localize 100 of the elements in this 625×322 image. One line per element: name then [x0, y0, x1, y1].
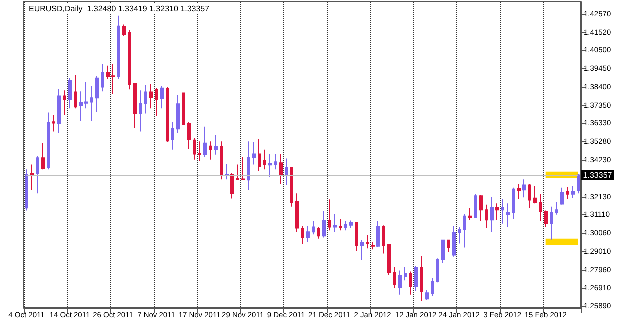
- candlestick: [490, 196, 494, 233]
- candlestick: [517, 184, 521, 200]
- candlestick: [149, 83, 153, 110]
- candlestick: [533, 186, 537, 204]
- candlestick: [474, 194, 477, 219]
- candlestick: [101, 64, 104, 92]
- candlestick: [247, 141, 250, 191]
- candlestick: [41, 142, 45, 170]
- candlestick: [344, 220, 347, 232]
- candlestick: [301, 226, 304, 245]
- candlestick: [560, 187, 564, 206]
- candlestick: [74, 74, 77, 110]
- candlestick: [209, 141, 212, 160]
- candlestick: [236, 164, 239, 181]
- candlestick: [458, 226, 461, 244]
- candlestick: [328, 199, 331, 232]
- candlestick: [160, 86, 164, 110]
- candlestick: [312, 220, 315, 236]
- candlestick: [506, 203, 510, 228]
- candlestick: [295, 193, 299, 233]
- candlestick: [414, 266, 418, 292]
- candlestick: [95, 76, 99, 112]
- candlestick: [117, 15, 120, 80]
- candlestick: [279, 154, 283, 186]
- candlestick: [57, 88, 61, 134]
- candlestick: [187, 122, 191, 150]
- candlestick: [220, 141, 223, 180]
- candlestick: [122, 24, 126, 37]
- candlestick: [306, 226, 310, 243]
- candlestick: [144, 84, 147, 114]
- candlestick: [171, 121, 174, 150]
- chart-title: EURUSD,Daily 1.32480 1.33419 1.32310 1.33357: [29, 4, 210, 14]
- candlestick: [555, 202, 558, 216]
- candlestick: [333, 214, 337, 233]
- ref-line-label: 1.33357: [583, 170, 613, 180]
- candlestick: [203, 126, 207, 158]
- candlestick: [252, 142, 256, 166]
- candlestick: [425, 290, 429, 301]
- candlestick: [371, 242, 375, 250]
- candlestick: [398, 270, 402, 296]
- candlestick: [317, 226, 320, 240]
- candlestick: [366, 234, 369, 250]
- candlestick: [176, 95, 180, 134]
- candlestick: [436, 258, 439, 284]
- candlestick: [36, 156, 39, 194]
- candlestick: [452, 226, 456, 258]
- candlestick: [25, 169, 28, 212]
- candlestick: [339, 218, 342, 232]
- candlestick: [571, 186, 575, 199]
- candlestick: [550, 206, 553, 240]
- candlestick: [404, 267, 407, 282]
- candlestick: [166, 86, 169, 143]
- candlestick: [447, 239, 450, 252]
- candlestick: [528, 184, 531, 209]
- candlestick: [139, 90, 142, 132]
- candlestick: [382, 225, 385, 254]
- candlestick: [263, 149, 266, 170]
- candlestick: [214, 134, 218, 156]
- candlestick: [322, 210, 326, 238]
- candlestick: [47, 112, 50, 170]
- candlestick: [501, 198, 504, 224]
- candlestick: [63, 90, 66, 116]
- candlestick: [68, 78, 72, 110]
- candlestick: [539, 194, 542, 222]
- candlestick: [495, 203, 499, 221]
- candlestick: [420, 256, 423, 302]
- candlestick: [409, 271, 412, 296]
- candlestick: [349, 220, 353, 228]
- candlestick: [193, 138, 196, 160]
- candlestick: [431, 278, 434, 297]
- candlestick: [90, 86, 93, 122]
- candlestick: [198, 141, 201, 162]
- candlestick: [155, 88, 158, 117]
- candlestick: [522, 179, 526, 198]
- candlestick: [285, 158, 288, 186]
- candlestick: [376, 220, 380, 248]
- candlestick: [512, 187, 515, 220]
- candlestick: [52, 114, 55, 132]
- candlestick: [274, 154, 277, 170]
- candlestick: [290, 166, 293, 208]
- candlestick: [468, 208, 472, 221]
- candlestick: [258, 138, 261, 172]
- candlestick: [128, 30, 131, 90]
- candlestick: [133, 82, 137, 129]
- candlestick: [355, 222, 358, 252]
- candlestick: [463, 214, 466, 248]
- candlestick: [387, 244, 391, 276]
- candlestick: [230, 172, 234, 200]
- candlestick: [441, 239, 445, 264]
- candlestick: [544, 210, 548, 228]
- candlestick: [360, 240, 364, 261]
- candlestick: [393, 267, 396, 290]
- candlestick: [182, 92, 185, 126]
- candlestick: [577, 174, 580, 194]
- candlestick: [485, 204, 488, 228]
- candlestick: [30, 164, 34, 191]
- candlestick: [566, 186, 569, 200]
- candlestick: [268, 154, 272, 178]
- candlestick: [241, 157, 245, 181]
- candlestick: [479, 194, 483, 222]
